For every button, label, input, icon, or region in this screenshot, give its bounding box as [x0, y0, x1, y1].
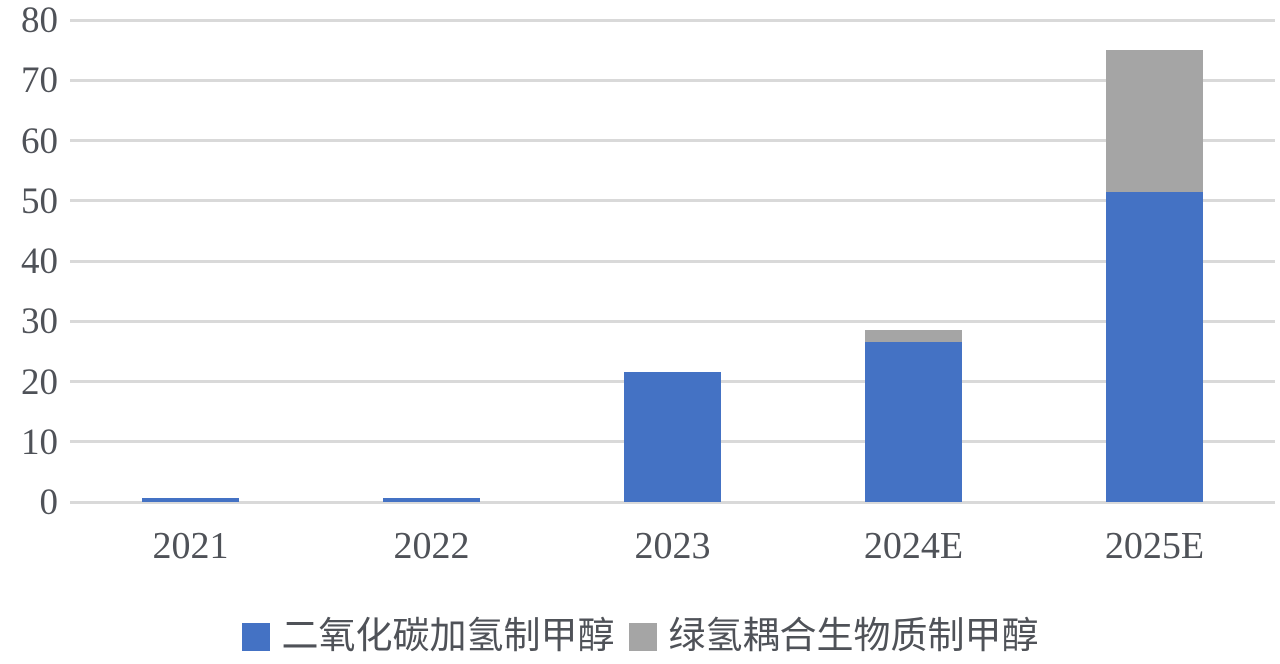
gridline-y-60 — [70, 139, 1275, 142]
legend-label: 绿氢耦合生物质制甲醇 — [668, 616, 1039, 657]
bar-segment — [1106, 50, 1203, 192]
bar-segment — [865, 330, 962, 343]
y-tick-label: 30 — [21, 301, 58, 343]
legend-item: 绿氢耦合生物质制甲醇 — [628, 616, 1039, 657]
y-tick-label: 70 — [21, 60, 58, 102]
legend-swatch-icon — [628, 622, 657, 651]
x-tick-label: 2025E — [1104, 525, 1205, 567]
gridline-y-80 — [70, 18, 1275, 22]
y-tick-label: 20 — [21, 361, 58, 403]
bar-segment — [624, 372, 721, 502]
gridline-y-0 — [70, 500, 1275, 504]
bar-segment — [142, 498, 239, 502]
x-tick-label: 2021 — [152, 525, 229, 567]
gridline-y-30 — [70, 319, 1275, 323]
x-tick-label: 2023 — [634, 525, 711, 567]
gridline-y-50 — [70, 199, 1275, 203]
y-tick-label: 10 — [21, 421, 58, 463]
chart-legend: 二氧化碳加氢制甲醇 绿氢耦合生物质制甲醇 — [0, 618, 1280, 655]
bar-segment — [383, 498, 480, 502]
gridline-y-70 — [70, 78, 1275, 82]
legend-item: 二氧化碳加氢制甲醇 — [241, 616, 615, 657]
x-tick-label: 2024E — [863, 525, 964, 567]
y-tick-label: 0 — [39, 482, 59, 523]
bar-segment — [865, 342, 962, 502]
x-tick-label: 2022 — [393, 525, 470, 567]
y-tick-label: 50 — [21, 180, 58, 222]
y-tick-label: 80 — [21, 0, 58, 41]
legend-label: 二氧化碳加氢制甲醇 — [281, 616, 615, 657]
gridline-y-40 — [70, 259, 1275, 263]
y-tick-label: 40 — [21, 241, 58, 282]
bar-segment — [1106, 191, 1203, 502]
y-tick-label: 60 — [21, 120, 58, 162]
legend-swatch-icon — [241, 622, 270, 651]
